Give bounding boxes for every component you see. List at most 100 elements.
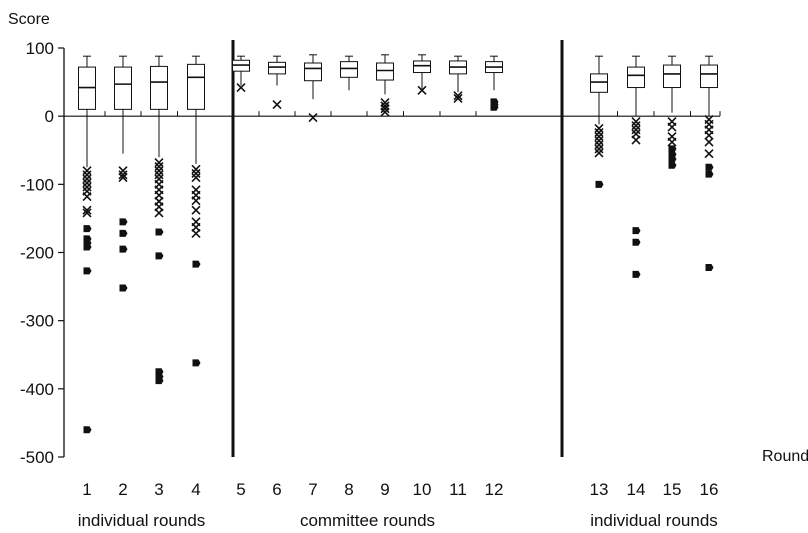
cross-stroke: [417, 85, 427, 95]
box-round-13: [590, 55, 608, 125]
cross-stroke: [631, 135, 641, 145]
mild-outlier: [667, 137, 677, 147]
cross-stroke: [82, 192, 92, 202]
mild-outlier: [308, 112, 318, 123]
cross-stroke: [82, 166, 92, 176]
mild-outlier: [191, 205, 201, 215]
y-tick-label: -200: [20, 244, 54, 263]
x-tick-label: 14: [627, 480, 646, 499]
x-tick-label: 6: [272, 480, 281, 499]
extreme-outlier: [155, 228, 164, 236]
extreme-outlier: [668, 161, 677, 169]
box-iqr: [304, 62, 322, 82]
outliers: [82, 82, 714, 434]
mild-outlier: [191, 228, 201, 238]
y-tick-label: -100: [20, 175, 54, 194]
cross-stroke: [594, 140, 604, 150]
cross-stroke: [191, 172, 201, 183]
box-round-12: [485, 55, 503, 91]
cross-stroke: [704, 130, 714, 140]
extreme-outlier: [155, 377, 164, 385]
box-round-7: [304, 54, 322, 100]
y-tick-label: -400: [20, 380, 54, 399]
cross-stroke: [191, 228, 201, 238]
cross-stroke: [82, 170, 92, 180]
extreme-outlier: [192, 260, 201, 268]
mild-outlier: [704, 149, 714, 159]
box-round-10: [413, 54, 431, 89]
box-iqr: [150, 65, 168, 110]
mild-outlier: [154, 162, 164, 172]
box-round-11: [449, 55, 467, 93]
x-tick-label: 13: [590, 480, 609, 499]
extreme-outlier: [119, 229, 128, 237]
cross-stroke: [154, 208, 164, 218]
mild-outlier: [704, 130, 714, 140]
box-iqr: [187, 63, 205, 110]
cross-stroke: [594, 132, 604, 142]
cross-stroke: [272, 100, 282, 110]
box-round-9: [376, 54, 394, 95]
mild-outlier: [631, 121, 641, 131]
extreme-outlier: [490, 98, 499, 106]
cross-stroke: [191, 205, 201, 215]
cross-stroke: [704, 137, 714, 147]
mild-outlier: [667, 122, 677, 132]
mild-outlier: [82, 208, 92, 218]
cross-stroke: [118, 166, 128, 176]
extreme-outlier: [119, 284, 128, 292]
mild-outlier: [631, 125, 641, 135]
cross-stroke: [118, 172, 128, 183]
box-iqr: [413, 60, 431, 74]
mild-outlier: [417, 85, 427, 95]
cross-stroke: [594, 127, 604, 138]
cross-stroke: [154, 157, 164, 168]
y-axis-title: Score: [8, 11, 50, 28]
cross-stroke: [594, 144, 604, 154]
cross-stroke: [594, 123, 604, 134]
box-iqr: [340, 61, 358, 78]
mild-outlier: [191, 196, 201, 206]
mild-outlier: [191, 164, 201, 174]
extreme-outlier: [632, 227, 641, 235]
box-iqr: [268, 61, 286, 75]
mild-outlier: [453, 91, 463, 101]
x-axis-ticks: 1 2 3 4 5 6 7 8 9 10 11 12 13 14 15 16: [82, 480, 718, 499]
y-axis-ticks: 100 0 -100 -200 -300 -400 -500: [20, 39, 64, 467]
cross-stroke: [191, 164, 201, 174]
mild-outlier: [154, 166, 164, 176]
box-round-6: [268, 55, 286, 86]
mild-outlier: [82, 170, 92, 180]
cross-stroke: [154, 166, 164, 176]
x-tick-label: 3: [154, 480, 163, 499]
box-round-3: [150, 55, 168, 158]
cross-stroke: [380, 97, 390, 108]
extreme-outlier: [192, 359, 201, 367]
mild-outlier: [704, 137, 714, 147]
extreme-outlier: [668, 145, 677, 153]
extreme-outlier: [705, 163, 714, 171]
mild-outlier: [380, 101, 390, 111]
cross-stroke: [82, 174, 92, 184]
mild-outlier: [154, 157, 164, 168]
cross-stroke: [191, 168, 201, 178]
cross-stroke: [82, 178, 92, 188]
mild-outlier: [236, 82, 246, 93]
mild-outlier: [82, 182, 92, 192]
extreme-outlier: [83, 267, 92, 275]
cross-stroke: [667, 122, 677, 132]
cross-stroke: [154, 170, 164, 180]
cross-stroke: [380, 101, 390, 111]
x-tick-label: 1: [82, 480, 91, 499]
mild-outlier: [594, 132, 604, 142]
x-tick-label: 12: [485, 480, 504, 499]
mild-outlier: [118, 166, 128, 176]
x-tick-label: 9: [380, 480, 389, 499]
mild-outlier: [82, 178, 92, 188]
cross-stroke: [631, 121, 641, 131]
mild-outlier: [594, 123, 604, 134]
cross-stroke: [82, 205, 92, 215]
extreme-outlier: [705, 170, 714, 178]
extreme-outlier: [83, 243, 92, 251]
